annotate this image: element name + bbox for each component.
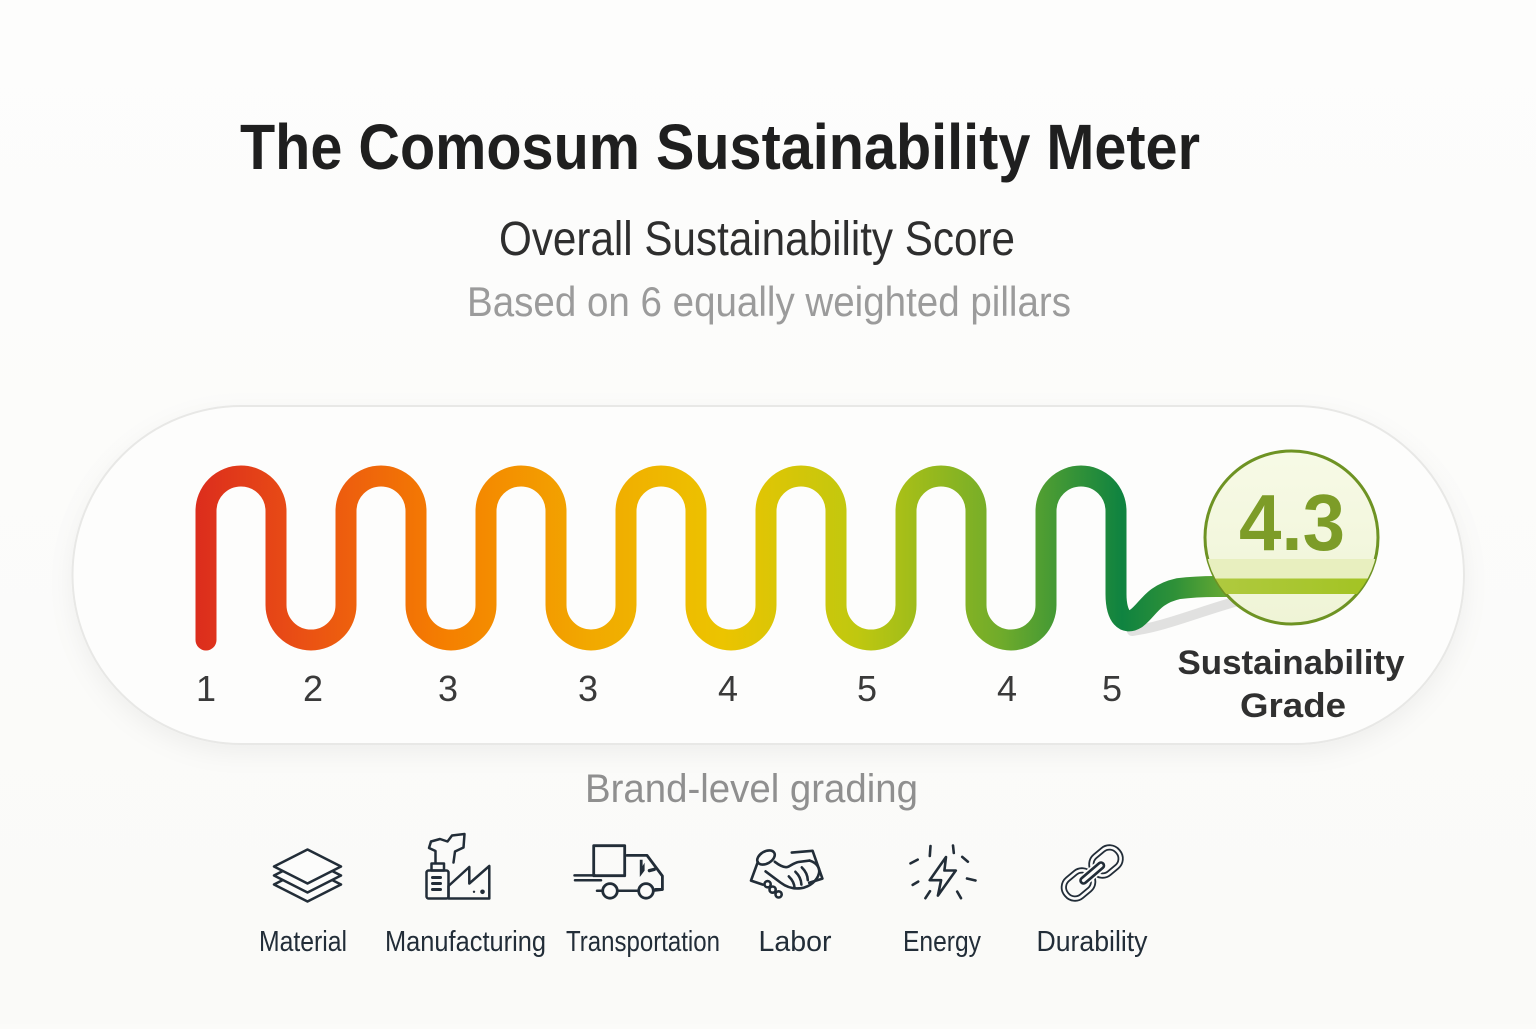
svg-text:Sustainability: Sustainability <box>1178 644 1405 682</box>
svg-text:3: 3 <box>438 668 458 709</box>
svg-text:Durability: Durability <box>1037 926 1148 958</box>
svg-text:Based on 6 equally weighted pi: Based on 6 equally weighted pillars <box>467 278 1071 325</box>
svg-text:1: 1 <box>196 668 216 709</box>
svg-text:Brand-level grading: Brand-level grading <box>585 767 918 811</box>
svg-text:Transportation: Transportation <box>566 926 720 958</box>
svg-text:The Comosum Sustainability Met: The Comosum Sustainability Meter <box>240 111 1200 183</box>
svg-text:Energy: Energy <box>903 926 981 958</box>
svg-text:Material: Material <box>259 926 347 958</box>
svg-text:5: 5 <box>1102 668 1122 709</box>
svg-text:2: 2 <box>303 668 323 709</box>
svg-text:Grade: Grade <box>1240 687 1346 725</box>
svg-text:Manufacturing: Manufacturing <box>385 926 546 958</box>
svg-text:4: 4 <box>718 668 738 709</box>
svg-text:Overall Sustainability Score: Overall Sustainability Score <box>499 213 1015 266</box>
svg-text:4: 4 <box>997 668 1017 709</box>
svg-text:5: 5 <box>857 668 877 709</box>
svg-text:3: 3 <box>578 668 598 709</box>
svg-text:4.3: 4.3 <box>1239 478 1345 567</box>
svg-text:Labor: Labor <box>759 926 832 958</box>
